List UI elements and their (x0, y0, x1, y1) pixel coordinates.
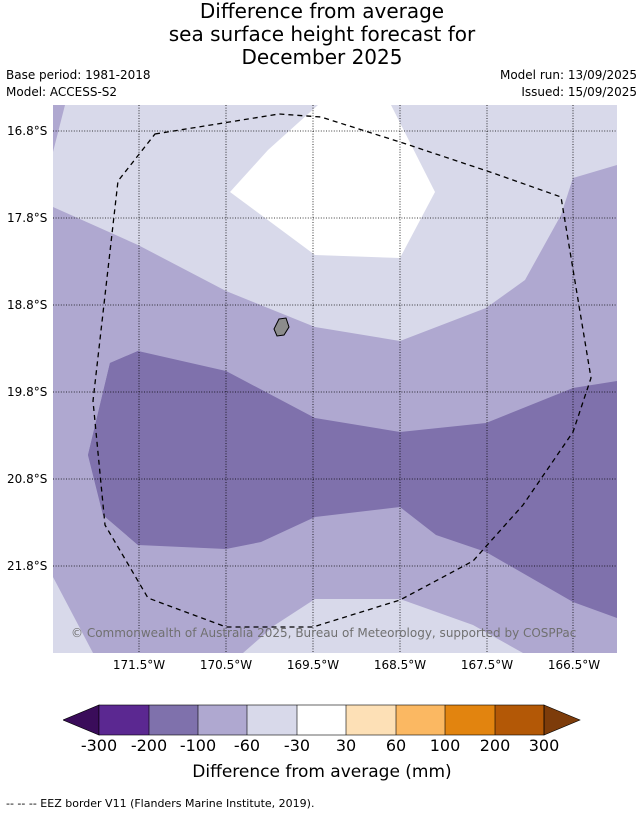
lon-label-2: 170.5°W (199, 658, 253, 672)
band-minus200-minus100-left (88, 351, 138, 545)
colorbar-tick-9: 200 (479, 736, 511, 755)
eez-border (92, 113, 592, 628)
colorbar-swatch-2 (149, 705, 198, 735)
lat-label-3: 18.8°S (7, 298, 48, 312)
title-line-2: sea surface height forecast for (168, 22, 476, 46)
lon-label-1: 171.5°W (112, 658, 166, 672)
lat-label-1: 16.8°S (7, 124, 48, 138)
lon-label-5: 167.5°W (460, 658, 514, 672)
colorbar-swatch-3 (198, 705, 247, 735)
colorbar-swatch-6 (346, 705, 396, 735)
title-line-1: Difference from average (199, 0, 445, 23)
colorbar-tick-5: -30 (283, 736, 311, 755)
lon-label-3: 169.5°W (286, 658, 340, 672)
colorbar-swatch-7 (396, 705, 445, 735)
lat-label-5: 20.8°S (7, 472, 48, 486)
lon-label-4: 168.5°W (373, 658, 427, 672)
graticule (53, 105, 617, 653)
colorbar-tick-6: 30 (335, 736, 357, 755)
colorbar-swatch-8 (445, 705, 495, 735)
band-minus200-minus100 (88, 351, 617, 618)
colorbar-tick-4: -60 (233, 736, 261, 755)
colorbar-tick-3: -100 (179, 736, 217, 755)
colorbar-title: Difference from average (mm) (192, 762, 452, 782)
band-minus30-30 (230, 105, 435, 258)
meta-left: Base period: 1981-2018 Model: ACCESS-S2 (6, 67, 151, 101)
colorbar-over (543, 704, 581, 736)
model-run: Model run: 13/09/2025 (499, 68, 637, 82)
map-title: Difference from average sea surface heig… (0, 0, 644, 69)
colorbar-under (62, 704, 100, 736)
island-niue (273, 317, 290, 337)
colorbar-tick-10: 300 (528, 736, 560, 755)
lat-label-4: 19.8°S (7, 385, 48, 399)
colorbar-swatch-5 (297, 705, 346, 735)
issued-date: Issued: 15/09/2025 (521, 85, 637, 99)
footnote: -- -- -- EEZ border V11 (Flanders Marine… (6, 797, 315, 810)
copyright-notice: © Commonwealth of Australia 2025, Bureau… (71, 626, 577, 640)
colorbar (62, 704, 583, 740)
colorbar-svg (62, 704, 581, 736)
band-minus60-minus30-bottom (53, 577, 93, 653)
colorbar-swatch-1 (99, 705, 149, 735)
map-panel: © Commonwealth of Australia 2025, Bureau… (53, 105, 617, 653)
colorbar-tick-1: -300 (80, 736, 118, 755)
colorbar-tick-8: 100 (429, 736, 461, 755)
base-period: Base period: 1981-2018 (6, 68, 151, 82)
colorbar-swatch-9 (495, 705, 544, 735)
colorbar-tick-2: -200 (130, 736, 168, 755)
lon-label-6: 166.5°W (547, 658, 601, 672)
map-svg (53, 105, 617, 653)
lat-label-6: 21.8°S (7, 559, 48, 573)
colorbar-swatch-4 (247, 705, 297, 735)
meta-right: Model run: 13/09/2025 Issued: 15/09/2025 (500, 67, 637, 101)
title-line-3: December 2025 (241, 45, 403, 69)
lat-label-2: 17.8°S (7, 211, 48, 225)
model-name: Model: ACCESS-S2 (6, 85, 118, 99)
colorbar-tick-7: 60 (385, 736, 407, 755)
